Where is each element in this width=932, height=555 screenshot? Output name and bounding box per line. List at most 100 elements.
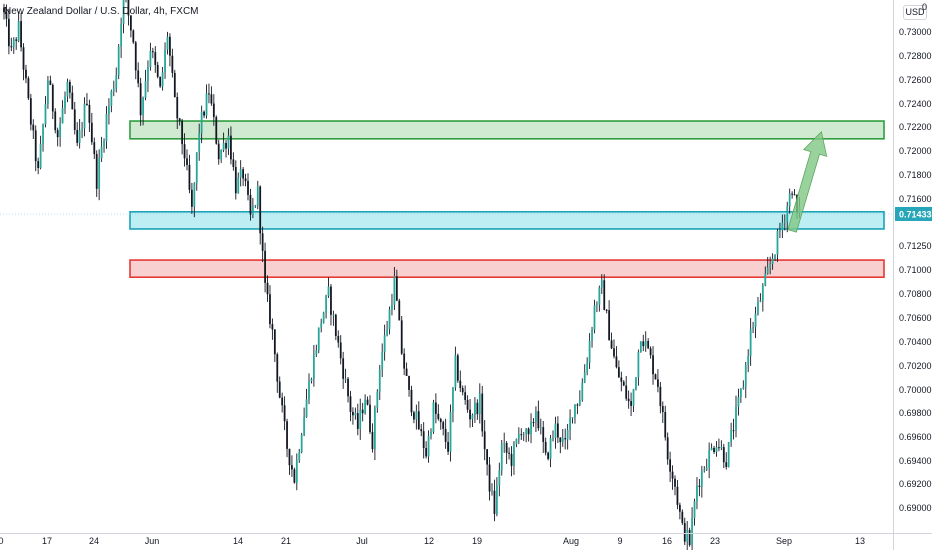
x-tick-label: Jul bbox=[356, 536, 368, 546]
candle-body bbox=[671, 471, 674, 479]
candle-body bbox=[71, 92, 74, 110]
candle-body bbox=[188, 164, 191, 190]
candle-body bbox=[39, 143, 42, 169]
candle-body bbox=[696, 485, 698, 502]
y-tick-label: 0.69000 bbox=[899, 503, 932, 513]
candle-body bbox=[488, 464, 491, 492]
candle-body bbox=[305, 399, 308, 418]
candle-body bbox=[210, 94, 213, 104]
y-tick-label: 0.72000 bbox=[899, 146, 932, 156]
green-zone[interactable] bbox=[129, 120, 885, 140]
x-tick-label: 13 bbox=[855, 536, 865, 546]
candle-body bbox=[378, 369, 381, 392]
candle-body bbox=[137, 70, 140, 84]
candle-body bbox=[766, 267, 769, 274]
candle-body bbox=[32, 124, 35, 131]
candle-body bbox=[249, 194, 252, 215]
candle-body bbox=[239, 169, 242, 178]
candle-body bbox=[657, 379, 659, 387]
candle-body bbox=[613, 348, 615, 357]
candle-body bbox=[398, 300, 401, 321]
currency-badge[interactable]: USD bbox=[903, 5, 927, 20]
candle-body bbox=[242, 169, 245, 179]
candle-body bbox=[205, 93, 208, 116]
candle-body bbox=[103, 141, 105, 147]
candle-body bbox=[251, 206, 254, 215]
candle-body bbox=[637, 351, 640, 378]
candle-body bbox=[108, 105, 110, 114]
candle-body bbox=[598, 287, 601, 305]
candle-body bbox=[49, 80, 52, 85]
y-tick-label: 0.69800 bbox=[899, 408, 932, 418]
candle-body bbox=[522, 434, 525, 436]
candle-body bbox=[298, 452, 301, 460]
candle-body bbox=[764, 273, 767, 286]
candle-body bbox=[322, 312, 325, 324]
candle-body bbox=[542, 427, 545, 442]
candle-body bbox=[549, 438, 552, 459]
candle-body bbox=[459, 380, 462, 389]
candle-body bbox=[788, 193, 791, 207]
y-tick-label: 0.70800 bbox=[899, 289, 932, 299]
candle-body bbox=[625, 385, 628, 399]
y-tick-label: 0.70200 bbox=[899, 361, 932, 371]
candle-body bbox=[376, 391, 379, 408]
candle-body bbox=[395, 276, 398, 301]
candle-body bbox=[698, 485, 701, 488]
candle-body bbox=[556, 423, 559, 438]
candle-body bbox=[635, 377, 637, 390]
candle-body bbox=[81, 128, 83, 131]
candle-body bbox=[642, 341, 645, 347]
candle-body bbox=[78, 130, 81, 143]
candle-body bbox=[149, 51, 152, 68]
candle-body bbox=[73, 109, 76, 130]
candle-body bbox=[330, 286, 332, 315]
candle-body bbox=[752, 327, 754, 329]
candle-body bbox=[3, 7, 5, 13]
candle-body bbox=[90, 122, 93, 143]
x-tick-label: 9 bbox=[617, 536, 622, 546]
candle-body bbox=[278, 381, 281, 398]
y-tick-label: 0.69600 bbox=[899, 432, 932, 442]
candle-body bbox=[383, 335, 386, 352]
candle-body bbox=[581, 382, 584, 400]
candle-body bbox=[64, 96, 66, 109]
candle-body bbox=[769, 264, 772, 268]
candle-body bbox=[417, 411, 420, 430]
projection-arrow[interactable] bbox=[787, 130, 828, 233]
candle-body bbox=[456, 355, 459, 381]
candle-body bbox=[754, 313, 757, 328]
candle-body bbox=[688, 530, 691, 546]
candle-body bbox=[332, 314, 335, 316]
candle-body bbox=[156, 64, 159, 77]
candle-body bbox=[222, 142, 225, 151]
candle-body bbox=[676, 486, 679, 505]
candle-body bbox=[93, 142, 96, 155]
candle-body bbox=[388, 309, 391, 330]
candle-body bbox=[547, 452, 550, 459]
candle-body bbox=[666, 437, 669, 460]
candle-body bbox=[725, 462, 728, 467]
candle-body bbox=[593, 305, 596, 330]
candle-body bbox=[513, 444, 515, 466]
y-tick-label: 0.72400 bbox=[899, 99, 932, 109]
candle-body bbox=[29, 98, 32, 125]
candle-body bbox=[303, 417, 306, 435]
candle-body bbox=[791, 193, 794, 195]
candle-body bbox=[476, 402, 479, 415]
red-zone[interactable] bbox=[129, 259, 885, 279]
candle-body bbox=[139, 83, 142, 116]
chart-title: New Zealand Dollar / U.S. Dollar, 4h, FX… bbox=[4, 6, 199, 17]
candle-body bbox=[683, 522, 686, 542]
candle-body bbox=[610, 340, 613, 349]
candle-body bbox=[68, 81, 71, 93]
candle-body bbox=[95, 154, 98, 189]
blue-zone[interactable] bbox=[129, 211, 885, 230]
candle-body bbox=[215, 117, 218, 144]
candle-body bbox=[195, 152, 198, 184]
candle-body bbox=[356, 413, 359, 429]
candle-body bbox=[776, 230, 779, 255]
candle-body bbox=[591, 329, 593, 341]
